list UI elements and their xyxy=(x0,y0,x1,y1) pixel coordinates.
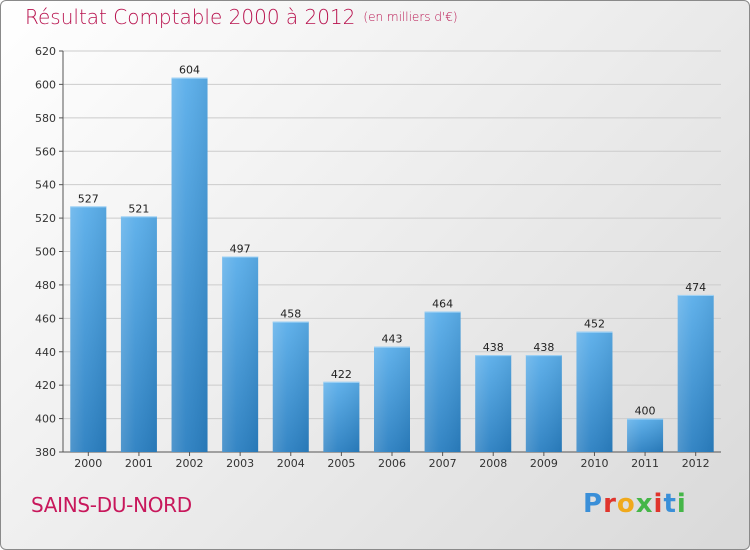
chart-title: Résultat Comptable 2000 à 2012 (en millie… xyxy=(25,5,458,29)
y-tick-label: 500 xyxy=(35,246,56,259)
logo-letter: t xyxy=(663,489,677,519)
y-tick-label: 400 xyxy=(35,413,56,426)
data-label: 422 xyxy=(331,368,352,381)
logo-letter: r xyxy=(603,489,617,519)
x-tick-label: 2005 xyxy=(327,457,355,470)
bar-shine xyxy=(424,311,461,452)
logo-letter: o xyxy=(616,489,636,519)
data-label: 458 xyxy=(280,308,301,321)
bar-shine xyxy=(272,321,309,452)
proxiti-logo: Proxiti xyxy=(583,489,687,519)
bar-shine xyxy=(525,355,562,452)
title-text: Résultat Comptable 2000 à 2012 xyxy=(25,5,356,29)
bar-shine xyxy=(120,216,157,452)
data-label: 438 xyxy=(483,341,504,354)
bars xyxy=(70,77,714,452)
x-tick-label: 2000 xyxy=(74,457,102,470)
y-tick-label: 440 xyxy=(35,346,56,359)
data-label: 400 xyxy=(635,405,656,418)
y-tick-label: 460 xyxy=(35,312,56,325)
y-tick-label: 480 xyxy=(35,279,56,292)
y-tick-label: 520 xyxy=(35,212,56,225)
y-tick-label: 380 xyxy=(35,446,56,459)
x-tick-label: 2007 xyxy=(429,457,457,470)
town-name: SAINS-DU-NORD xyxy=(31,493,192,517)
data-labels: 527 521 604 497 458 422 443 464 438 438 452 400 474 xyxy=(78,64,706,418)
data-label: 604 xyxy=(179,64,200,77)
y-tick-label: 600 xyxy=(35,78,56,91)
logo-letter: i xyxy=(653,489,664,519)
chart-subtitle: (en milliers d'€) xyxy=(363,10,458,24)
bar-shine xyxy=(323,381,360,452)
data-label: 452 xyxy=(584,318,605,331)
y-tick-label: 580 xyxy=(35,112,56,125)
x-tick-label: 2004 xyxy=(277,457,305,470)
data-label: 474 xyxy=(685,281,706,294)
x-tick-label: 2008 xyxy=(479,457,507,470)
bar-shine xyxy=(576,331,613,452)
x-tick-label: 2002 xyxy=(176,457,204,470)
bar-shine xyxy=(627,418,664,452)
x-tick-label: 2009 xyxy=(530,457,558,470)
bar-shine xyxy=(677,294,714,452)
y-tick-label: 620 xyxy=(35,45,56,58)
data-label: 443 xyxy=(382,333,403,346)
data-label: 497 xyxy=(230,243,251,256)
data-label: 527 xyxy=(78,192,99,205)
x-tick-label: 2011 xyxy=(631,457,659,470)
bar-shine xyxy=(70,206,107,452)
x-tick-label: 2012 xyxy=(682,457,710,470)
y-tick-label: 540 xyxy=(35,179,56,192)
logo-letter: P xyxy=(583,489,604,519)
logo-letter: i xyxy=(676,489,687,519)
bar-shine xyxy=(222,256,259,452)
logo-letter: x xyxy=(635,489,654,519)
data-label: 521 xyxy=(128,202,149,215)
x-tick-label: 2003 xyxy=(226,457,254,470)
data-label: 438 xyxy=(533,341,554,354)
data-label: 464 xyxy=(432,298,453,311)
bar-shine xyxy=(171,77,208,452)
x-tick-label: 2010 xyxy=(580,457,608,470)
x-tick-label: 2001 xyxy=(125,457,153,470)
x-tick-label: 2006 xyxy=(378,457,406,470)
bar-shine xyxy=(475,355,512,452)
y-tick-label: 420 xyxy=(35,379,56,392)
y-tick-label: 560 xyxy=(35,145,56,158)
bar-shine xyxy=(374,346,410,452)
